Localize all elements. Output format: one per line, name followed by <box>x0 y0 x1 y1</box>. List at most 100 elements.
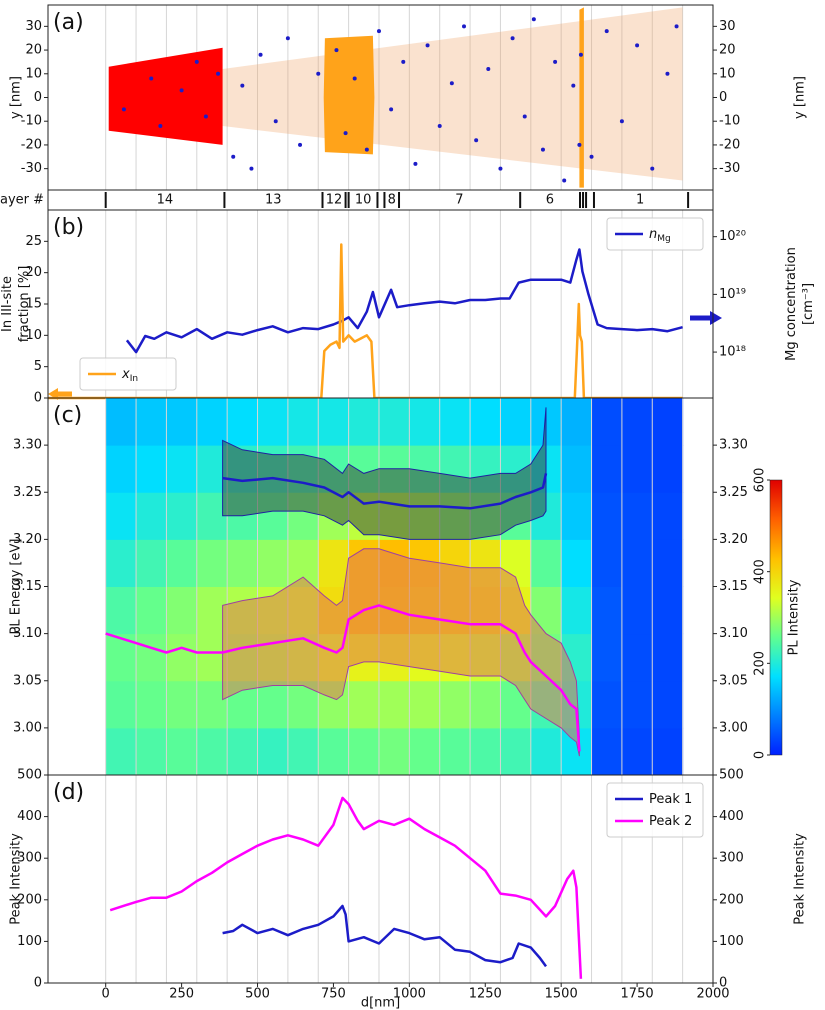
heat-cell <box>621 445 653 493</box>
layer-name: 14 <box>157 193 174 208</box>
y2-tick-label: 10¹⁹ <box>719 287 746 302</box>
axis-label: y [nm] <box>793 76 808 119</box>
heat-cell <box>105 445 137 493</box>
heat-cell <box>196 398 228 446</box>
heat-cell <box>652 727 684 776</box>
y-tick-label: 0 <box>34 391 42 406</box>
y-tick-label: 3.05 <box>13 673 42 688</box>
layer-name: 1 <box>636 193 644 208</box>
heat-cell <box>378 398 410 446</box>
y2-tick-label: 3.20 <box>719 532 748 547</box>
heat-cell <box>166 586 198 635</box>
heat-cell <box>652 539 684 587</box>
scatter-point <box>650 166 655 171</box>
heat-cell <box>136 539 167 587</box>
scatter-point <box>258 52 263 57</box>
heat-cell <box>166 539 198 587</box>
scatter-point <box>389 107 394 112</box>
colorbar <box>769 479 783 756</box>
heat-cell <box>591 398 623 446</box>
heat-cell <box>166 398 198 446</box>
mg-arrow <box>690 311 722 325</box>
scatter-point <box>540 147 545 152</box>
region <box>579 7 584 188</box>
heat-cell <box>287 398 319 446</box>
line <box>48 243 683 400</box>
y-tick-label: 0 <box>34 90 42 105</box>
heat-cell <box>621 727 653 776</box>
y2-tick-label: 30 <box>719 19 736 34</box>
scatter-point <box>273 119 278 124</box>
heat-cell <box>196 727 228 776</box>
heat-cell <box>621 633 653 682</box>
band <box>222 407 547 540</box>
region <box>323 35 375 155</box>
y2-tick-label: 20 <box>719 43 736 58</box>
y2-tick-label: 10²⁰ <box>719 229 746 244</box>
y2-tick-label: 10¹⁸ <box>719 345 746 360</box>
scatter-point <box>474 138 479 143</box>
line <box>125 248 683 354</box>
axis-label: fraction [%] <box>17 266 32 343</box>
scatter-point <box>334 48 339 53</box>
heat-cell <box>227 727 259 776</box>
scatter-point <box>553 59 558 64</box>
heat-cell <box>470 398 501 446</box>
y-tick-label: 30 <box>25 19 42 34</box>
y-tick-label: 400 <box>17 809 42 824</box>
heat-cell <box>470 680 501 729</box>
heat-cell <box>257 727 289 776</box>
heat-cell <box>136 445 167 493</box>
heat-cell <box>409 398 441 446</box>
heat-cell <box>621 539 653 587</box>
heat-cell <box>530 539 562 587</box>
heat-cell <box>136 727 167 776</box>
heat-cell <box>561 398 593 446</box>
legend-name: x <box>121 367 130 382</box>
heat-cell <box>105 586 137 635</box>
heat-cell <box>652 398 684 446</box>
y-tick-label: 0 <box>34 976 42 991</box>
heat-cell <box>439 398 471 446</box>
heat-cell <box>136 398 167 446</box>
heat-cell <box>166 492 198 540</box>
line <box>222 473 548 510</box>
heat-cell <box>348 727 380 776</box>
x-tick-label: 0 <box>102 987 110 1002</box>
heat-cell <box>591 586 623 635</box>
scatter-point <box>401 59 406 64</box>
y-tick-label: 20 <box>25 265 42 280</box>
scatter-point <box>343 131 348 136</box>
scatter-point <box>376 29 381 34</box>
y2-tick-label: 200 <box>719 892 744 907</box>
y2-tick-label: 3.30 <box>719 438 748 453</box>
y-tick-label: 20 <box>25 43 42 58</box>
scatter-point <box>249 166 254 171</box>
scatter-point <box>571 83 576 88</box>
layer-strip <box>47 189 714 211</box>
y2-tick-label: 3.05 <box>719 673 748 688</box>
colorbar-tick-label: 0 <box>753 751 768 759</box>
heat-cell <box>591 492 623 540</box>
legend-box <box>606 782 704 838</box>
x-tick-label: 750 <box>321 987 346 1002</box>
heat-cell <box>561 445 593 493</box>
y2-tick-label: 10 <box>719 66 736 81</box>
scatter-point <box>231 154 236 159</box>
scatter-point <box>604 29 609 34</box>
heat-cell <box>591 445 623 493</box>
y2-tick-label: -20 <box>719 137 740 152</box>
line <box>109 796 583 979</box>
heat-cell <box>652 445 684 493</box>
heat-cell <box>227 398 259 446</box>
y-tick-label: 5 <box>34 359 42 374</box>
y-tick-label: 10 <box>25 66 42 81</box>
scatter-point <box>589 154 594 159</box>
heat-cell <box>591 727 623 776</box>
y2-tick-label: 3.25 <box>719 485 748 500</box>
heat-cell <box>318 398 350 446</box>
heat-cell <box>591 539 623 587</box>
legend-name: n <box>649 227 657 242</box>
